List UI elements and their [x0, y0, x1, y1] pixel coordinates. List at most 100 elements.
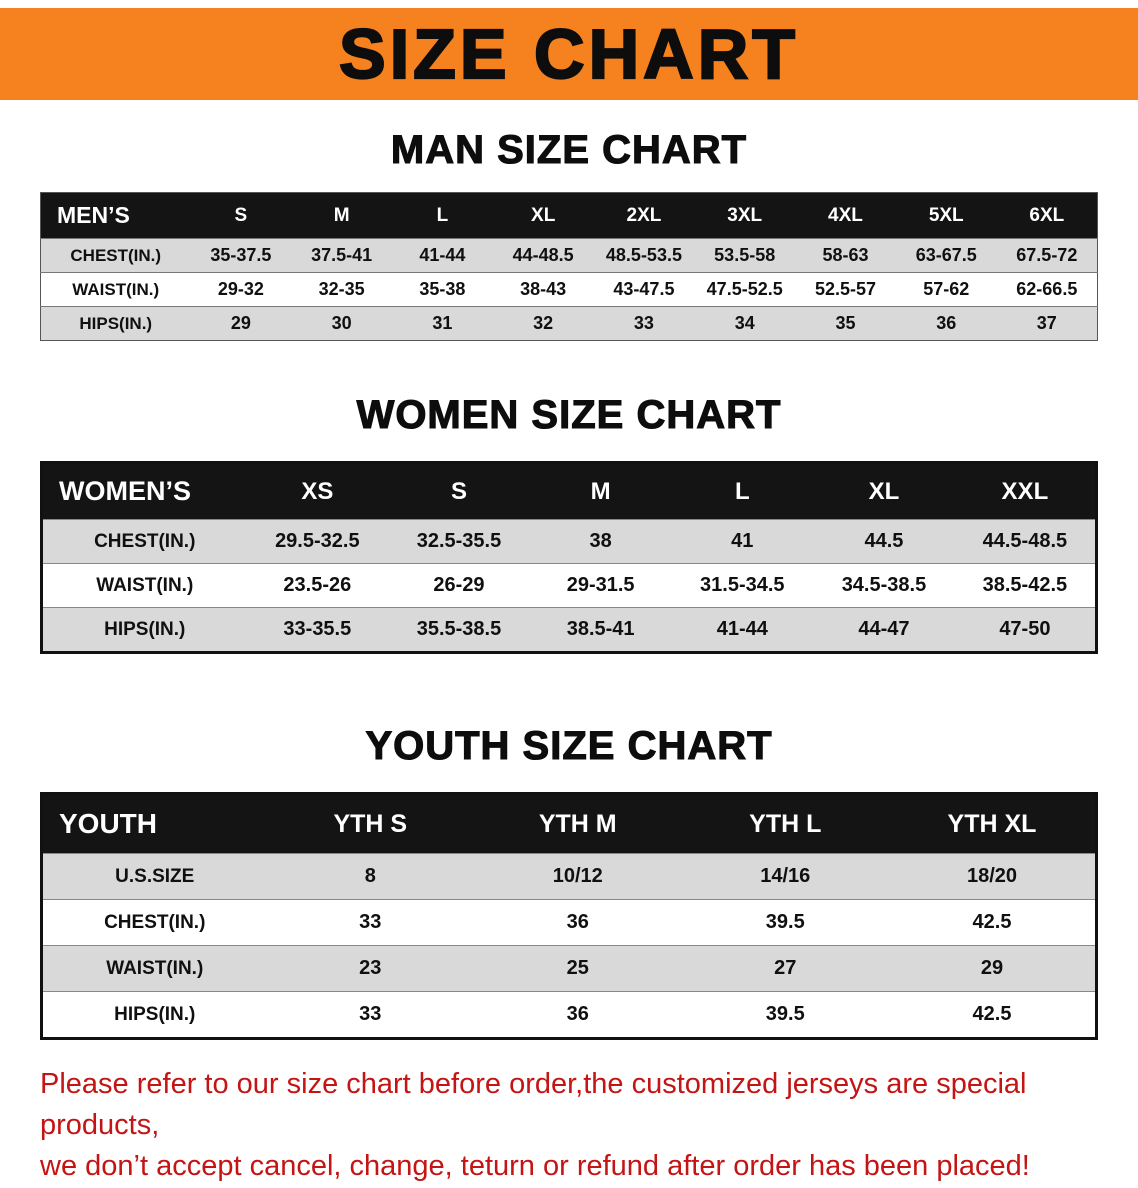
banner-title: SIZE CHART — [338, 15, 799, 93]
youth-size-table: YOUTH YTH S YTH M YTH L YTH XL U.S.SIZE 8 10/12… — [40, 792, 1098, 1040]
row-label: WAIST(IN.) — [41, 563, 247, 608]
women-section-heading: WOMEN SIZE CHART — [356, 393, 782, 437]
women-column-header: XL — [813, 462, 955, 520]
data-cell: 33 — [266, 991, 474, 1039]
youth-table-row: U.S.SIZE 8 10/12 14/16 18/20 — [41, 853, 1097, 900]
data-cell: 34 — [694, 306, 796, 341]
data-cell: 38-43 — [492, 272, 594, 307]
data-cell: 29.5-32.5 — [246, 519, 389, 564]
data-cell: 35 — [795, 306, 896, 341]
data-cell: 42.5 — [889, 991, 1097, 1039]
men-size-table: MEN’S S M L XL 2XL 3XL 4XL 5XL 6XL CHEST(IN.) 35-37… — [40, 192, 1098, 341]
data-cell: 29-31.5 — [529, 563, 672, 608]
data-cell: 34.5-38.5 — [813, 563, 955, 608]
row-label: CHEST(IN.) — [40, 238, 191, 273]
data-cell: 32 — [492, 306, 594, 341]
data-cell: 38 — [529, 519, 672, 564]
data-cell: 57-62 — [895, 272, 997, 307]
youth-column-header: YTH XL — [889, 793, 1097, 854]
data-cell: 10/12 — [474, 853, 682, 900]
youth-column-header: YTH S — [266, 793, 474, 854]
data-cell: 23 — [266, 945, 474, 992]
men-column-header: XL — [492, 192, 594, 239]
data-cell: 25 — [474, 945, 682, 992]
women-column-header: S — [388, 462, 530, 520]
men-table-row: CHEST(IN.) 35-37.5 37.5-41 41-44 44-48.5 48.5… — [40, 238, 1098, 273]
youth-section-heading: YOUTH SIZE CHART — [365, 724, 773, 768]
data-cell: 47-50 — [954, 607, 1097, 653]
women-column-header: M — [529, 462, 672, 520]
data-cell: 26-29 — [388, 563, 530, 608]
data-cell: 27 — [681, 945, 889, 992]
row-label: HIPS(IN.) — [41, 991, 267, 1039]
men-column-header: M — [291, 192, 393, 239]
women-column-header: L — [671, 462, 814, 520]
women-header-row: WOMEN’S XS S M L XL XXL — [41, 462, 1097, 520]
row-label: CHEST(IN.) — [41, 519, 247, 564]
data-cell: 44.5-48.5 — [954, 519, 1097, 564]
data-cell: 35-38 — [392, 272, 493, 307]
men-column-header: 6XL — [996, 192, 1098, 239]
data-cell: 36 — [474, 991, 682, 1039]
youth-header-label: YOUTH — [41, 793, 267, 854]
men-column-header: L — [392, 192, 493, 239]
youth-table-row: HIPS(IN.) 33 36 39.5 42.5 — [41, 991, 1097, 1039]
men-header-label: MEN’S — [40, 192, 191, 239]
women-table-row: WAIST(IN.) 23.5-26 26-29 29-31.5 31.5-34.5 34… — [41, 563, 1097, 608]
men-column-header: S — [190, 192, 292, 239]
data-cell: 35.5-38.5 — [388, 607, 530, 653]
women-table-row: CHEST(IN.) 29.5-32.5 32.5-35.5 38 41 44.5 44.5… — [41, 519, 1097, 564]
women-section: WOMEN SIZE CHART WOMEN’S XS S M L XL XXL CHEST(… — [0, 393, 1138, 654]
data-cell: 31 — [392, 306, 493, 341]
data-cell: 37.5-41 — [291, 238, 393, 273]
disclaimer-line-2: we don’t accept cancel, change, teturn o… — [40, 1150, 1030, 1183]
data-cell: 38.5-42.5 — [954, 563, 1097, 608]
data-cell: 32.5-35.5 — [388, 519, 530, 564]
men-section: MAN SIZE CHART MEN’S S M L XL 2XL 3XL 4XL 5XL 6XL… — [0, 128, 1138, 341]
data-cell: 41 — [671, 519, 814, 564]
disclaimer-text: Please refer to our size chart before or… — [40, 1064, 1128, 1188]
data-cell: 58-63 — [795, 238, 896, 273]
data-cell: 63-67.5 — [895, 238, 997, 273]
data-cell: 41-44 — [392, 238, 493, 273]
data-cell: 33-35.5 — [246, 607, 389, 653]
women-header-label: WOMEN’S — [41, 462, 247, 520]
data-cell: 18/20 — [889, 853, 1097, 900]
row-label: U.S.SIZE — [41, 853, 267, 900]
youth-column-header: YTH M — [474, 793, 682, 854]
men-table-row: WAIST(IN.) 29-32 32-35 35-38 38-43 43-47.5 47.… — [40, 272, 1098, 307]
data-cell: 38.5-41 — [529, 607, 672, 653]
data-cell: 36 — [474, 899, 682, 946]
men-column-header: 5XL — [895, 192, 997, 239]
men-column-header: 4XL — [795, 192, 896, 239]
data-cell: 33 — [266, 899, 474, 946]
data-cell: 23.5-26 — [246, 563, 389, 608]
men-column-header: 3XL — [694, 192, 796, 239]
data-cell: 8 — [266, 853, 474, 900]
data-cell: 43-47.5 — [593, 272, 695, 307]
row-label: CHEST(IN.) — [41, 899, 267, 946]
data-cell: 37 — [996, 306, 1098, 341]
data-cell: 31.5-34.5 — [671, 563, 814, 608]
data-cell: 62-66.5 — [996, 272, 1098, 307]
data-cell: 44.5 — [813, 519, 955, 564]
youth-header-row: YOUTH YTH S YTH M YTH L YTH XL — [41, 793, 1097, 854]
data-cell: 39.5 — [681, 991, 889, 1039]
women-size-table: WOMEN’S XS S M L XL XXL CHEST(IN.) 29.5-32.5 32.5… — [40, 461, 1098, 654]
men-section-heading: MAN SIZE CHART — [390, 128, 748, 172]
data-cell: 29 — [190, 306, 292, 341]
disclaimer-line-1: Please refer to our size chart before or… — [40, 1068, 1027, 1142]
data-cell: 36 — [895, 306, 997, 341]
data-cell: 48.5-53.5 — [593, 238, 695, 273]
row-label: WAIST(IN.) — [41, 945, 267, 992]
women-column-header: XXL — [954, 462, 1097, 520]
data-cell: 67.5-72 — [996, 238, 1098, 273]
data-cell: 35-37.5 — [190, 238, 292, 273]
data-cell: 29-32 — [190, 272, 292, 307]
data-cell: 44-48.5 — [492, 238, 594, 273]
data-cell: 14/16 — [681, 853, 889, 900]
men-table-row: HIPS(IN.) 29 30 31 32 33 34 35 36 37 — [40, 306, 1098, 341]
data-cell: 29 — [889, 945, 1097, 992]
data-cell: 44-47 — [813, 607, 955, 653]
women-column-header: XS — [246, 462, 389, 520]
